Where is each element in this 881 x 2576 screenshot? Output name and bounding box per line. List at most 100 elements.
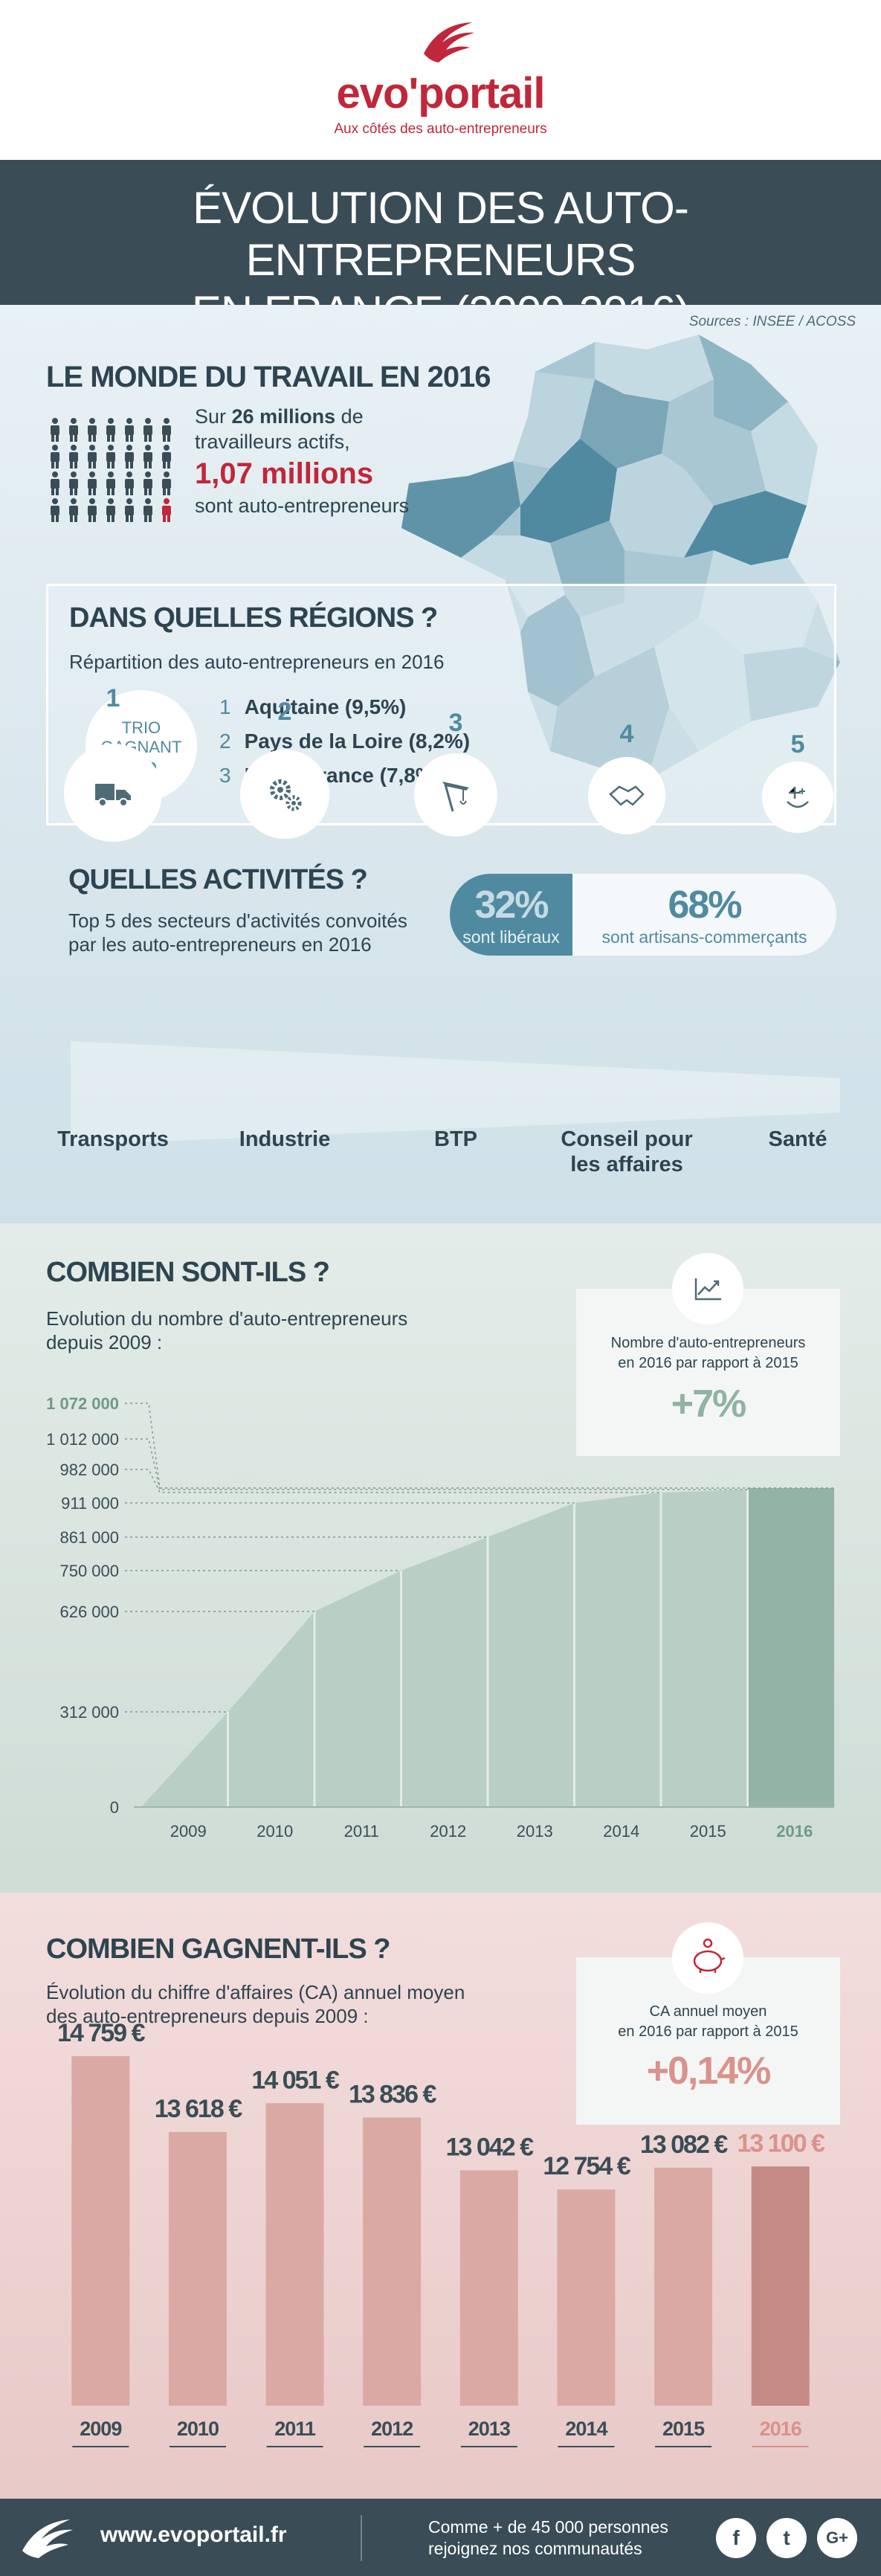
count-ytick-label: 1 012 000	[46, 1430, 119, 1449]
activity-label: Transports	[57, 1127, 169, 1151]
monde-line1-post: de	[335, 405, 364, 428]
activity-label: BTP	[434, 1127, 477, 1151]
wing-footer-icon	[22, 2519, 73, 2558]
title-banner: ÉVOLUTION DES AUTO-ENTREPRENEURS EN FRAN…	[0, 160, 881, 337]
worker-icon	[51, 418, 59, 442]
count-card-line1: Nombre d'auto-entrepreneurs	[610, 1335, 806, 1351]
worker-icon	[88, 471, 97, 495]
worker-icon	[88, 418, 97, 442]
activites-subtitle2: par les auto-entrepreneurs en 2016	[68, 933, 372, 956]
revenue-xtick-label: 2009	[80, 2418, 122, 2440]
revenue-xtick-label: 2014	[565, 2418, 607, 2440]
count-area-chart: 0 312 000 626 000 750 000 861 000 911 000 982 …	[46, 1394, 834, 1841]
revenue-xtick-label: 2012	[371, 2418, 413, 2440]
worker-icon	[69, 471, 78, 495]
workers-pictogram	[51, 418, 171, 522]
monde-line1-pre: Sur	[195, 405, 232, 428]
revenue-bar	[654, 2167, 713, 2406]
region-item: 1 Aquitaine (9,5%)	[219, 690, 470, 724]
activity-label-line1: Conseil pour	[561, 1127, 693, 1151]
monde-line3: 1,07 millions	[195, 457, 374, 490]
googleplus-icon[interactable]: G+	[817, 2518, 857, 2558]
revenue-card-value: +0,14%	[646, 2049, 772, 2093]
revenue-value-label: 13 618 €	[155, 2095, 242, 2123]
combien-sont-subtitle2: depuis 2009 :	[46, 1331, 163, 1353]
activity-rank: 3	[448, 709, 463, 737]
artisans-value: 68%	[668, 883, 742, 927]
activites-subtitle: Top 5 des secteurs d'activités convoités…	[68, 909, 407, 956]
revenue-bar	[168, 2131, 227, 2406]
worker-icon	[125, 471, 134, 495]
count-guide-line	[125, 1469, 661, 1493]
count-ytick-label: 626 000	[59, 1603, 119, 1621]
revenue-value-label: 13 100 €	[738, 2129, 825, 2157]
activity-label: Santé	[768, 1127, 827, 1151]
activity-rank: 5	[790, 730, 805, 759]
revenue-xtick-label: 2016	[760, 2418, 802, 2440]
count-card-line2: en 2016 par rapport à 2015	[618, 1355, 798, 1371]
revenue-xtick-label: 2015	[662, 2418, 705, 2440]
count-ytick-label: 1 072 000	[46, 1394, 119, 1413]
logo-header: evo'portail Aux côtés des auto-entrepren…	[0, 0, 881, 160]
handshake-icon	[609, 785, 645, 806]
combien-gagnent-subtitle1: Évolution du chiffre d'affaires (CA) ann…	[46, 1981, 465, 2003]
combien-sont-subtitle1: Evolution du nombre d'auto-entrepreneurs	[46, 1307, 408, 1330]
footer-community-text: Comme + de 45 000 personnes rejoignez no…	[428, 2517, 668, 2560]
health-icon	[787, 787, 809, 808]
activity-label-line2: les affaires	[570, 1153, 683, 1176]
count-ytick-label: 861 000	[59, 1528, 119, 1547]
liberaux-value: 32%	[474, 883, 549, 927]
trend-chart-icon	[694, 1278, 721, 1301]
worker-icon	[125, 498, 134, 522]
trio-line1: TRIO	[121, 718, 161, 737]
activity-icon-circle	[240, 750, 329, 839]
region-label: Aquitaine (9,5%)	[244, 695, 407, 718]
revenue-bar	[265, 2103, 324, 2406]
worker-icon	[51, 498, 59, 522]
revenue-card-badge	[672, 1922, 743, 1994]
worker-icon-highlight	[162, 498, 171, 522]
combien-gagnent-subtitle: Évolution du chiffre d'affaires (CA) ann…	[46, 1980, 465, 2028]
count-ytick-label: 750 000	[59, 1562, 119, 1580]
worker-icon	[162, 418, 171, 442]
liberaux-segment: 32% sont libéraux	[450, 874, 572, 956]
activities-band	[71, 1041, 840, 1145]
section-combien-sont: COMBIEN SONT-ILS ? Evolution du nombre d…	[0, 1223, 881, 1893]
footer-url-link[interactable]: www.evoportail.fr	[100, 2522, 287, 2547]
activity-rank: 2	[277, 698, 292, 726]
count-ytick-label: 911 000	[61, 1494, 119, 1513]
worker-icon	[106, 418, 115, 442]
worker-icon	[162, 471, 171, 495]
facebook-icon[interactable]: f	[716, 2518, 756, 2558]
region-rank: 1	[219, 695, 231, 718]
twitter-icon[interactable]: t	[767, 2518, 807, 2558]
count-guide-line	[125, 1403, 834, 1489]
worker-icon	[143, 498, 152, 522]
count-ytick-label: 982 000	[59, 1461, 119, 1479]
combien-gagnent-subtitle2: des auto-entrepreneurs depuis 2009 :	[46, 2005, 369, 2027]
worker-icon	[88, 498, 97, 522]
activity-label: Conseil pour les affaires	[545, 1127, 709, 1177]
monde-line1: Sur 26 millions de	[195, 404, 409, 429]
revenue-value-label: 13 836 €	[349, 2080, 436, 2108]
worker-icon	[69, 445, 78, 468]
worker-icon	[106, 498, 115, 522]
artisans-label: sont artisans-commerçants	[601, 927, 807, 947]
activites-heading: QUELLES ACTIVITÉS ?	[68, 864, 368, 895]
activity-icon-circle	[588, 757, 665, 834]
revenue-card-text: CA annuel moyen en 2016 par rapport à 20…	[576, 2002, 840, 2042]
count-xtick-label: 2010	[256, 1822, 293, 1841]
activity-rank: 4	[619, 720, 634, 748]
revenue-bar	[363, 2117, 422, 2406]
revenue-bar-chart: 14 759 € 2009 13 618 € 2010 14 051 € 2011 13 8…	[57, 2019, 827, 2447]
monde-line1-bold: 26 millions	[231, 405, 336, 428]
count-card-value: +7%	[671, 1382, 747, 1426]
section-travail: Sources : INSEE / ACOSS LE MONDE DU TRAV…	[0, 305, 881, 1223]
count-card-badge	[672, 1253, 743, 1324]
footer: www.evoportail.fr Comme + de 45 000 pers…	[0, 2499, 881, 2576]
count-xtick-label: 2009	[170, 1822, 207, 1841]
count-area-highlight	[747, 1488, 834, 1807]
count-xtick-label: 2015	[690, 1822, 726, 1841]
truck-icon	[95, 784, 131, 807]
